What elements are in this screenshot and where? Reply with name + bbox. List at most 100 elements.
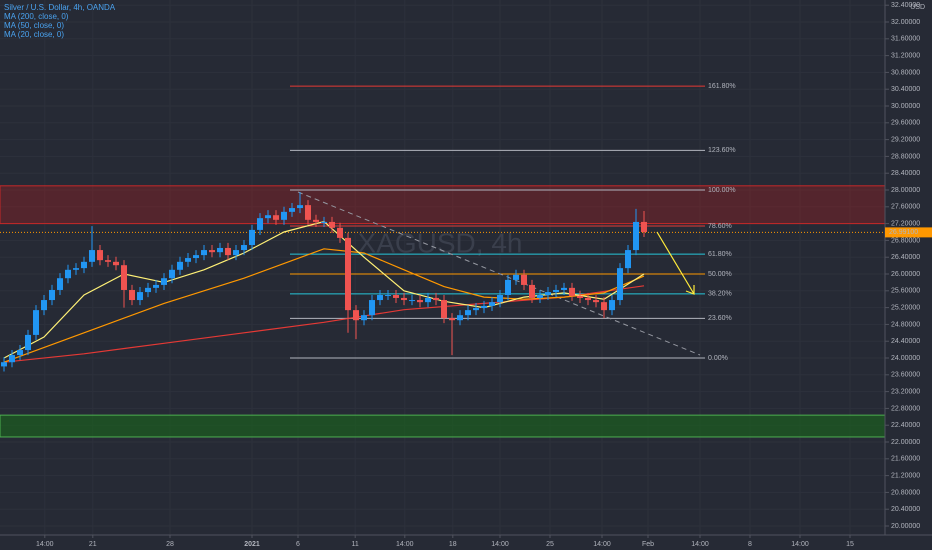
y-tick-label: 23.60000 [891, 372, 920, 379]
last-price-label: 26.99100 [889, 229, 918, 236]
y-tick-label: 28.80000 [891, 153, 920, 160]
watermark: XAGUSD, 4h [358, 227, 523, 258]
candle-body [545, 292, 551, 296]
x-tick-label: 2021 [244, 541, 260, 548]
x-tick-label: 14:00 [691, 541, 709, 548]
candle-body [353, 310, 359, 321]
fib-label: 0.00% [708, 355, 728, 362]
price-axis [885, 0, 932, 550]
fib-label: 50.00% [708, 271, 732, 278]
y-tick-label: 30.80000 [891, 69, 920, 76]
y-tick-label: 24.40000 [891, 338, 920, 345]
candles [1, 192, 647, 372]
legend-entry: MA (50, close, 0) [4, 21, 64, 30]
trend-line [297, 191, 701, 356]
candle-body [489, 302, 495, 306]
x-tick-label: 14:00 [491, 541, 509, 548]
y-tick-label: 26.40000 [891, 254, 920, 261]
y-tick-label: 21.20000 [891, 472, 920, 479]
fib-label: 38.20% [708, 291, 732, 298]
candle-body [153, 284, 159, 288]
y-tick-label: 26.00000 [891, 271, 920, 278]
x-tick-label: 21 [89, 541, 97, 548]
fib-label: 100.00% [708, 187, 736, 194]
candle-body [329, 221, 335, 228]
candle-body [41, 300, 47, 311]
projection-arrow [656, 231, 695, 295]
candle-body [25, 334, 31, 351]
legend: Silver / U.S. Dollar, 4h, OANDA MA (200,… [4, 3, 116, 39]
y-tick-label: 29.60000 [891, 120, 920, 127]
x-tick-label: 25 [546, 541, 554, 548]
y-tick-label: 22.00000 [891, 439, 920, 446]
candle-body [217, 247, 223, 253]
y-tick-label: 20.00000 [891, 523, 920, 530]
candle-body [249, 229, 255, 246]
candle-body [321, 221, 327, 223]
fib-label: 61.80% [708, 251, 732, 258]
y-tick-label: 28.00000 [891, 187, 920, 194]
y-tick-label: 22.40000 [891, 422, 920, 429]
candle-body [537, 295, 543, 298]
fibonacci: 161.80% 123.60% 100.00% 78.60% 61.80% 50.00% 3… [0, 83, 885, 362]
fib-label: 161.80% [708, 83, 736, 90]
moving-average [3, 248, 645, 363]
candle-body [633, 221, 639, 251]
candle-body [161, 278, 167, 285]
candle-body [81, 261, 87, 269]
candle-body [225, 247, 231, 256]
y-tick-label: 24.80000 [891, 321, 920, 328]
candle-body [457, 315, 463, 321]
y-tick-label: 30.00000 [891, 103, 920, 110]
candle-body [273, 215, 279, 220]
candle-body [497, 295, 503, 303]
candle-body [49, 289, 55, 301]
candle-body [129, 289, 135, 301]
candle-body [569, 287, 575, 296]
y-tick-label: 31.60000 [891, 36, 920, 43]
candle-body [521, 274, 527, 285]
candle-body [297, 205, 303, 209]
candle-body [369, 300, 375, 316]
legend-entry: MA (200, close, 0) [4, 12, 69, 21]
x-tick-label: 8 [748, 541, 752, 548]
candle-body [89, 250, 95, 262]
x-tick-label: 6 [296, 541, 300, 548]
candle-body [577, 295, 583, 298]
x-tick-label: 11 [352, 541, 359, 548]
candle-body [417, 300, 423, 303]
candle-body [505, 279, 511, 296]
zones [0, 185, 886, 438]
candle-body [345, 237, 351, 311]
x-tick-label: 14:00 [396, 541, 414, 548]
y-tick-label: 25.20000 [891, 304, 920, 311]
candle-body [385, 295, 391, 297]
y-tick-label: 28.40000 [891, 170, 920, 177]
candle-body [641, 221, 647, 233]
y-tick-label: 27.20000 [891, 220, 920, 227]
candle-body [281, 211, 287, 220]
candle-body [449, 318, 455, 321]
candle-body [169, 269, 175, 279]
y-tick-label: 23.20000 [891, 388, 920, 395]
candle-body [305, 205, 311, 220]
candle-body [441, 300, 447, 319]
y-tick-label: 26.80000 [891, 237, 920, 244]
candle-body [137, 292, 143, 301]
candle-body [361, 315, 367, 321]
candle-body [257, 218, 263, 230]
y-tick-label: 32.00000 [891, 19, 920, 26]
candle-body [65, 269, 71, 279]
x-tick-label: 18 [449, 541, 457, 548]
candle-body [409, 300, 415, 302]
candle-body [593, 300, 599, 303]
x-tick-label: 14:00 [791, 541, 809, 548]
y-tick-label: 24.00000 [891, 355, 920, 362]
candle-body [401, 297, 407, 301]
candle-body [1, 362, 7, 367]
x-tick-label: 15 [846, 541, 854, 548]
candle-body [17, 350, 23, 356]
candle-body [529, 284, 535, 298]
